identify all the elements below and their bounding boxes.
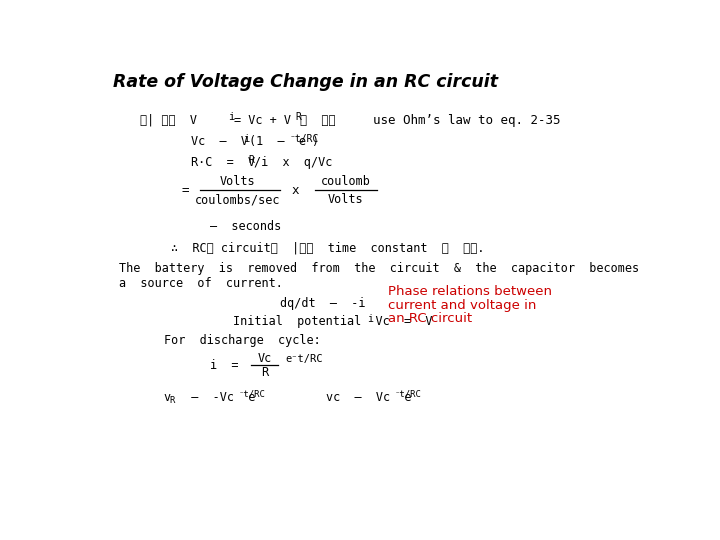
Text: ⁻t/RC: ⁻t/RC	[239, 389, 266, 398]
Text: /i  x  q/Vc: /i x q/Vc	[253, 156, 332, 169]
Text: The  battery  is  removed  from  the  circuit  &  the  capacitor  becomes: The battery is removed from the circuit …	[120, 261, 639, 274]
Text: coulomb: coulomb	[321, 176, 371, 188]
Text: v: v	[163, 391, 171, 404]
Text: Volts: Volts	[220, 176, 255, 188]
Text: R: R	[248, 154, 254, 165]
Text: Vc  –  V: Vc – V	[191, 136, 248, 148]
Text: Vc: Vc	[257, 352, 271, 365]
Text: ⁻t/RC: ⁻t/RC	[395, 389, 421, 398]
Text: Phase relations between: Phase relations between	[388, 285, 552, 298]
Text: use Ohm’s law to eq. 2-35: use Ohm’s law to eq. 2-35	[373, 114, 560, 127]
Text: = Vc + V: = Vc + V	[234, 114, 291, 127]
Text: –  seconds: – seconds	[210, 220, 282, 233]
Text: =: =	[181, 184, 189, 197]
Text: current and voltage in: current and voltage in	[388, 299, 536, 312]
Text: i: i	[228, 112, 234, 122]
Text: ): )	[311, 136, 318, 148]
Text: ∴  RC는 circuit에  |에한  time  constant  라  한다.: ∴ RC는 circuit에 |에한 time constant 라 한다.	[171, 241, 485, 254]
Text: For  discharge  cycle:: For discharge cycle:	[163, 334, 320, 347]
Text: i  =  –: i = –	[210, 359, 260, 372]
Text: Volts: Volts	[328, 193, 364, 206]
Text: i: i	[367, 314, 374, 324]
Text: Rate of Voltage Change in an RC circuit: Rate of Voltage Change in an RC circuit	[113, 73, 498, 91]
Text: an RC circuit: an RC circuit	[388, 313, 472, 326]
Text: x: x	[292, 184, 299, 197]
Text: R·C  =  V: R·C = V	[191, 156, 255, 169]
Text: i: i	[243, 134, 250, 144]
Text: coulombs/sec: coulombs/sec	[194, 193, 280, 206]
Text: vc  –  Vc  e: vc – Vc e	[326, 391, 412, 404]
Text: –  -Vc  e: – -Vc e	[177, 391, 255, 404]
Text: dq/dt  –  -i: dq/dt – -i	[280, 297, 365, 310]
Text: Initial  potential  Vc  =  V: Initial potential Vc = V	[233, 315, 433, 328]
Text: (1  –  e: (1 – e	[249, 136, 306, 148]
Text: e⁻t/RC: e⁻t/RC	[285, 354, 323, 364]
Text: 이| 시을  V: 이| 시을 V	[140, 114, 197, 127]
Text: a  source  of  current.: a source of current.	[120, 277, 284, 290]
Text: R: R	[170, 396, 175, 405]
Text: 에  代入: 에 代入	[300, 114, 336, 127]
Text: ⁻t/RC: ⁻t/RC	[289, 134, 318, 144]
Text: R: R	[295, 112, 301, 122]
Text: R: R	[261, 366, 268, 379]
